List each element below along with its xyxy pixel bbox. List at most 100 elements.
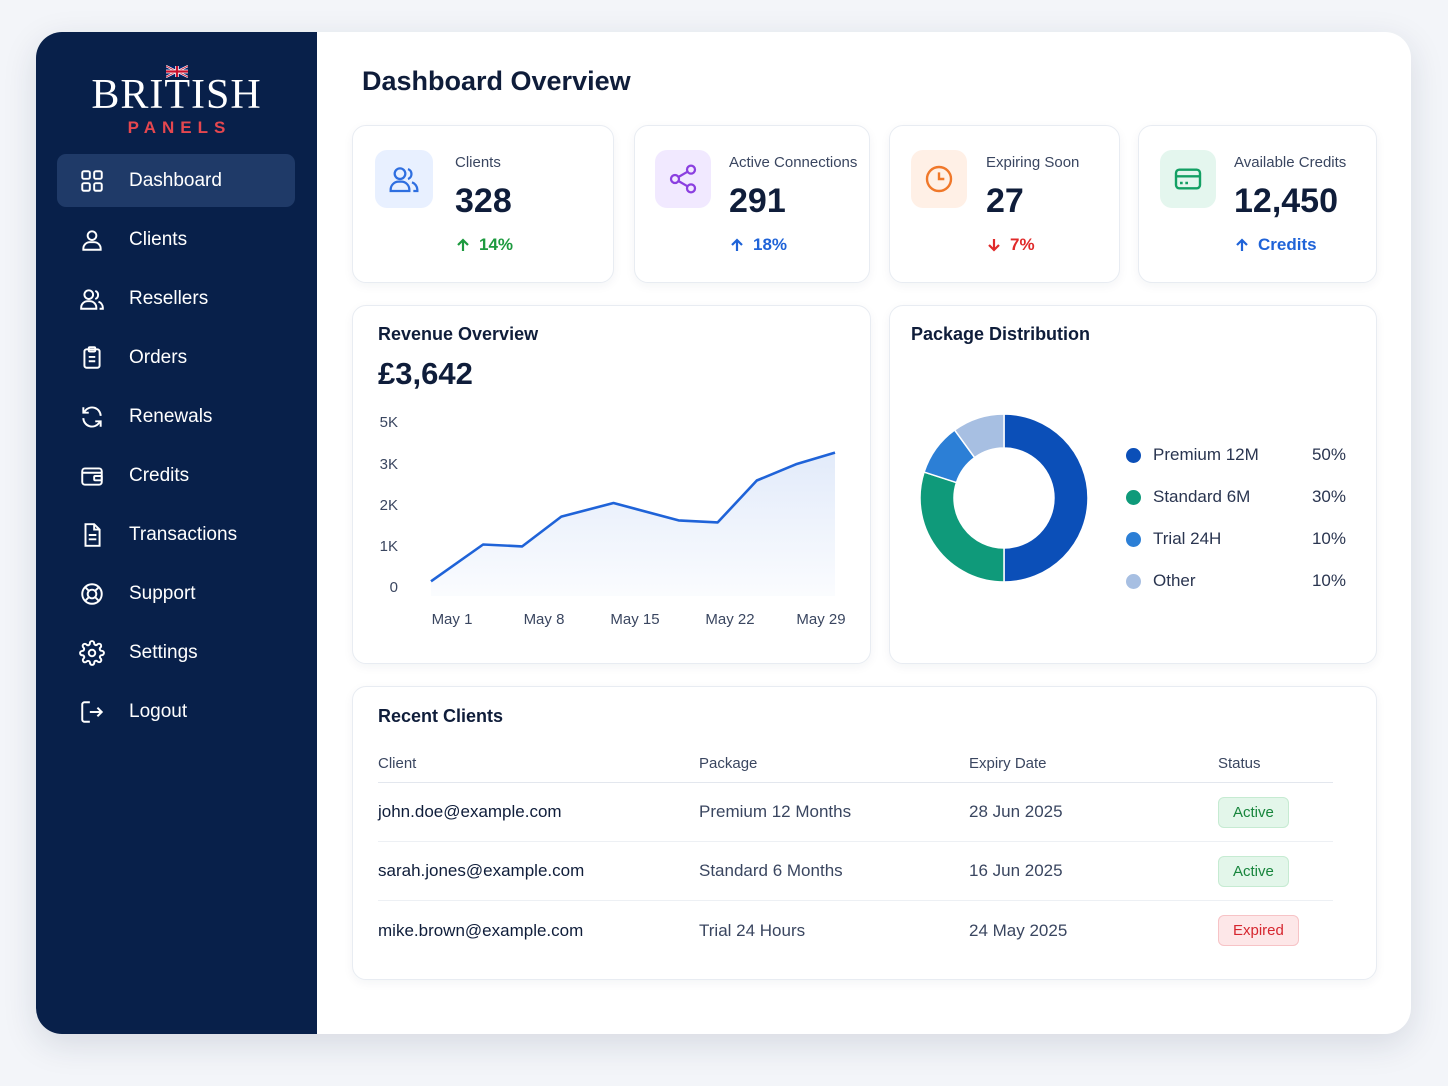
- brand-subtitle: PANELS: [127, 118, 232, 137]
- status-badge: Active: [1218, 796, 1289, 828]
- sidebar-item-label: Clients: [129, 228, 188, 250]
- stat-delta-value: 14%: [479, 235, 514, 254]
- column-header-status: Status: [1218, 755, 1261, 772]
- legend-item: Standard 6M 30%: [1126, 476, 1346, 518]
- stat-label: Available Credits: [1234, 154, 1347, 171]
- stat-card-expiring-soon[interactable]: Expiring Soon 27 7%: [889, 125, 1120, 283]
- stat-delta: 14%: [455, 235, 513, 255]
- legend-item: Trial 24H 10%: [1126, 518, 1346, 560]
- sidebar-item-logout[interactable]: Logout: [57, 685, 295, 738]
- revenue-line: [430, 451, 836, 583]
- sidebar-item-credits[interactable]: Credits: [57, 449, 295, 502]
- sidebar-item-label: Dashboard: [129, 169, 222, 191]
- main-content: Dashboard Overview Clients 328 14% Activ…: [317, 32, 1411, 1034]
- legend-swatch: [1126, 489, 1141, 505]
- x-tick-label: May 29: [796, 611, 845, 628]
- legend-label: Other: [1153, 571, 1196, 590]
- users-icon: [389, 167, 419, 193]
- brand-name: BRITISH: [91, 72, 262, 118]
- x-tick-label: May 1: [432, 611, 473, 628]
- sidebar-item-resellers[interactable]: Resellers: [57, 272, 295, 325]
- recent-clients-card: Recent Clients Client Package Expiry Dat…: [352, 686, 1377, 980]
- brand-logo: BRITISH PANELS: [36, 60, 317, 139]
- column-header-expiry: Expiry Date: [969, 755, 1047, 772]
- user-icon: [82, 229, 102, 251]
- column-header-client: Client: [378, 755, 417, 772]
- sidebar-item-renewals[interactable]: Renewals: [57, 390, 295, 443]
- stat-card-active-connections[interactable]: Active Connections 291 18%: [634, 125, 870, 283]
- status-badge: Expired: [1218, 915, 1299, 946]
- client-package: Premium 12 Months: [699, 802, 852, 821]
- union-flag-icon: [165, 65, 188, 78]
- sidebar-item-support[interactable]: Support: [57, 567, 295, 620]
- sidebar-item-clients[interactable]: Clients: [57, 213, 295, 266]
- clock-icon: [925, 165, 953, 193]
- revenue-amount: £3,642: [378, 356, 473, 391]
- legend-swatch: [1126, 573, 1141, 589]
- table-row[interactable]: sarah.jones@example.com Standard 6 Month…: [378, 842, 1333, 901]
- donut-slice: [953, 413, 1005, 459]
- sidebar-item-dashboard[interactable]: Dashboard: [57, 154, 295, 207]
- legend-label: Premium 12M: [1153, 445, 1259, 464]
- stat-delta: Credits: [1234, 235, 1317, 255]
- column-header-package: Package: [699, 755, 758, 772]
- client-email: john.doe@example.com: [378, 802, 562, 821]
- revenue-chart: 0 1K 2K 3K 5K May 1 May 8 May 15 May 22 May 29: [380, 414, 846, 628]
- sidebar-item-orders[interactable]: Orders: [57, 331, 295, 384]
- x-tick-label: May 15: [610, 611, 659, 628]
- stat-label: Expiring Soon: [986, 154, 1080, 171]
- y-tick-label: 1K: [380, 538, 398, 555]
- revenue-card: Revenue Overview £3,642 0 1K 2K 3K 5K May 1 Ma…: [352, 305, 871, 664]
- legend-value: 10%: [1311, 571, 1346, 590]
- donut-slice: [919, 471, 1005, 583]
- legend-value: 50%: [1311, 445, 1346, 464]
- users-icon: [80, 288, 104, 310]
- stat-delta-value: 18%: [753, 235, 788, 254]
- stat-delta: 18%: [729, 235, 787, 255]
- sidebar-nav: Dashboard Clients Resellers Orders Renew…: [57, 154, 295, 744]
- sidebar-item-transactions[interactable]: Transactions: [57, 508, 295, 561]
- table-header: Client Package Expiry Date Status: [378, 745, 1333, 783]
- legend-value: 30%: [1311, 487, 1346, 506]
- arrow-up-icon: [457, 238, 469, 251]
- sidebar-item-label: Credits: [129, 464, 190, 486]
- app-window: BRITISH PANELS Dashboard Clients Reselle…: [36, 32, 1411, 1034]
- stat-delta-value: 7%: [1010, 235, 1035, 254]
- y-tick-label: 0: [390, 579, 398, 596]
- legend-swatch: [1126, 447, 1141, 463]
- logout-icon: [81, 700, 104, 723]
- status-badge: Active: [1218, 855, 1289, 887]
- recent-clients-table: Client Package Expiry Date Status john.d…: [378, 745, 1333, 960]
- arrow-down-icon: [988, 239, 1000, 252]
- legend-label: Standard 6M: [1153, 487, 1251, 506]
- client-expiry: 28 Jun 2025: [969, 802, 1063, 821]
- gear-icon: [79, 639, 105, 666]
- client-package: Standard 6 Months: [699, 861, 843, 880]
- sidebar-item-label: Transactions: [129, 523, 238, 545]
- table-row[interactable]: mike.brown@example.com Trial 24 Hours 24…: [378, 901, 1333, 960]
- y-tick-label: 5K: [380, 414, 398, 431]
- page-title: Dashboard Overview: [362, 66, 631, 96]
- client-email: mike.brown@example.com: [378, 920, 584, 940]
- wallet-icon: [81, 466, 103, 486]
- file-icon: [84, 522, 101, 547]
- stat-icon-box: [375, 150, 433, 208]
- recent-clients-title: Recent Clients: [378, 706, 504, 726]
- table-row[interactable]: john.doe@example.com Premium 12 Months 2…: [378, 783, 1333, 842]
- stat-value: 27: [986, 182, 1024, 220]
- stat-value: 328: [455, 182, 512, 220]
- credit-card-icon: [1174, 168, 1202, 190]
- stat-icon-box: [1160, 150, 1216, 208]
- arrow-up-icon: [1236, 238, 1248, 251]
- refresh-icon: [82, 406, 102, 427]
- sidebar-item-settings[interactable]: Settings: [57, 626, 295, 679]
- stat-card-available-credits[interactable]: Available Credits 12,450 Credits: [1138, 125, 1377, 283]
- sidebar-item-label: Settings: [129, 641, 198, 663]
- legend-swatch: [1126, 531, 1141, 547]
- client-expiry: 16 Jun 2025: [969, 861, 1063, 880]
- x-tick-label: May 22: [705, 611, 754, 628]
- donut-slice: [1003, 413, 1089, 583]
- lifebuoy-icon: [81, 582, 103, 605]
- stat-icon-box: [911, 150, 967, 208]
- stat-card-clients[interactable]: Clients 328 14%: [352, 125, 614, 283]
